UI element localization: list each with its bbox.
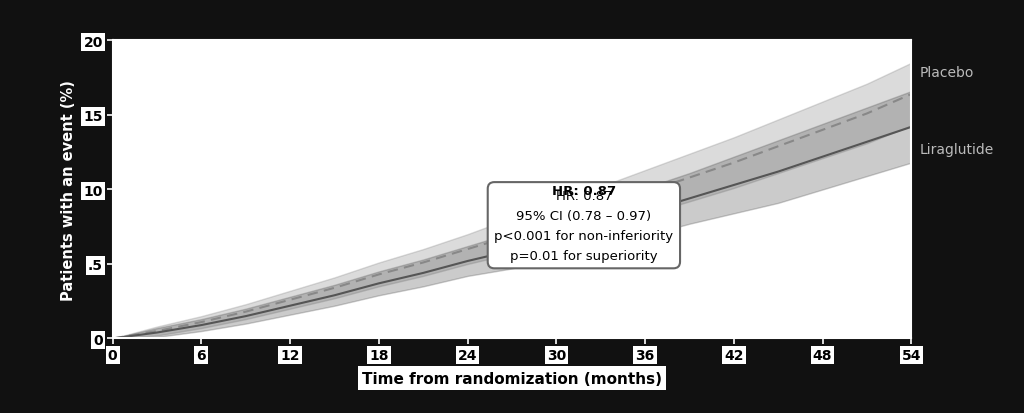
Text: Placebo: Placebo	[920, 66, 974, 80]
X-axis label: Time from randomization (months): Time from randomization (months)	[362, 370, 662, 386]
Text: Liraglutide: Liraglutide	[920, 143, 993, 157]
Text: HR: 0.87: HR: 0.87	[552, 185, 616, 198]
Y-axis label: Patients with an event (%): Patients with an event (%)	[61, 80, 77, 300]
Text: HR: 0.87
95% CI (0.78 – 0.97)
p<0.001 for non-inferiority
p=0.01 for superiority: HR: 0.87 95% CI (0.78 – 0.97) p<0.001 fo…	[495, 189, 674, 262]
